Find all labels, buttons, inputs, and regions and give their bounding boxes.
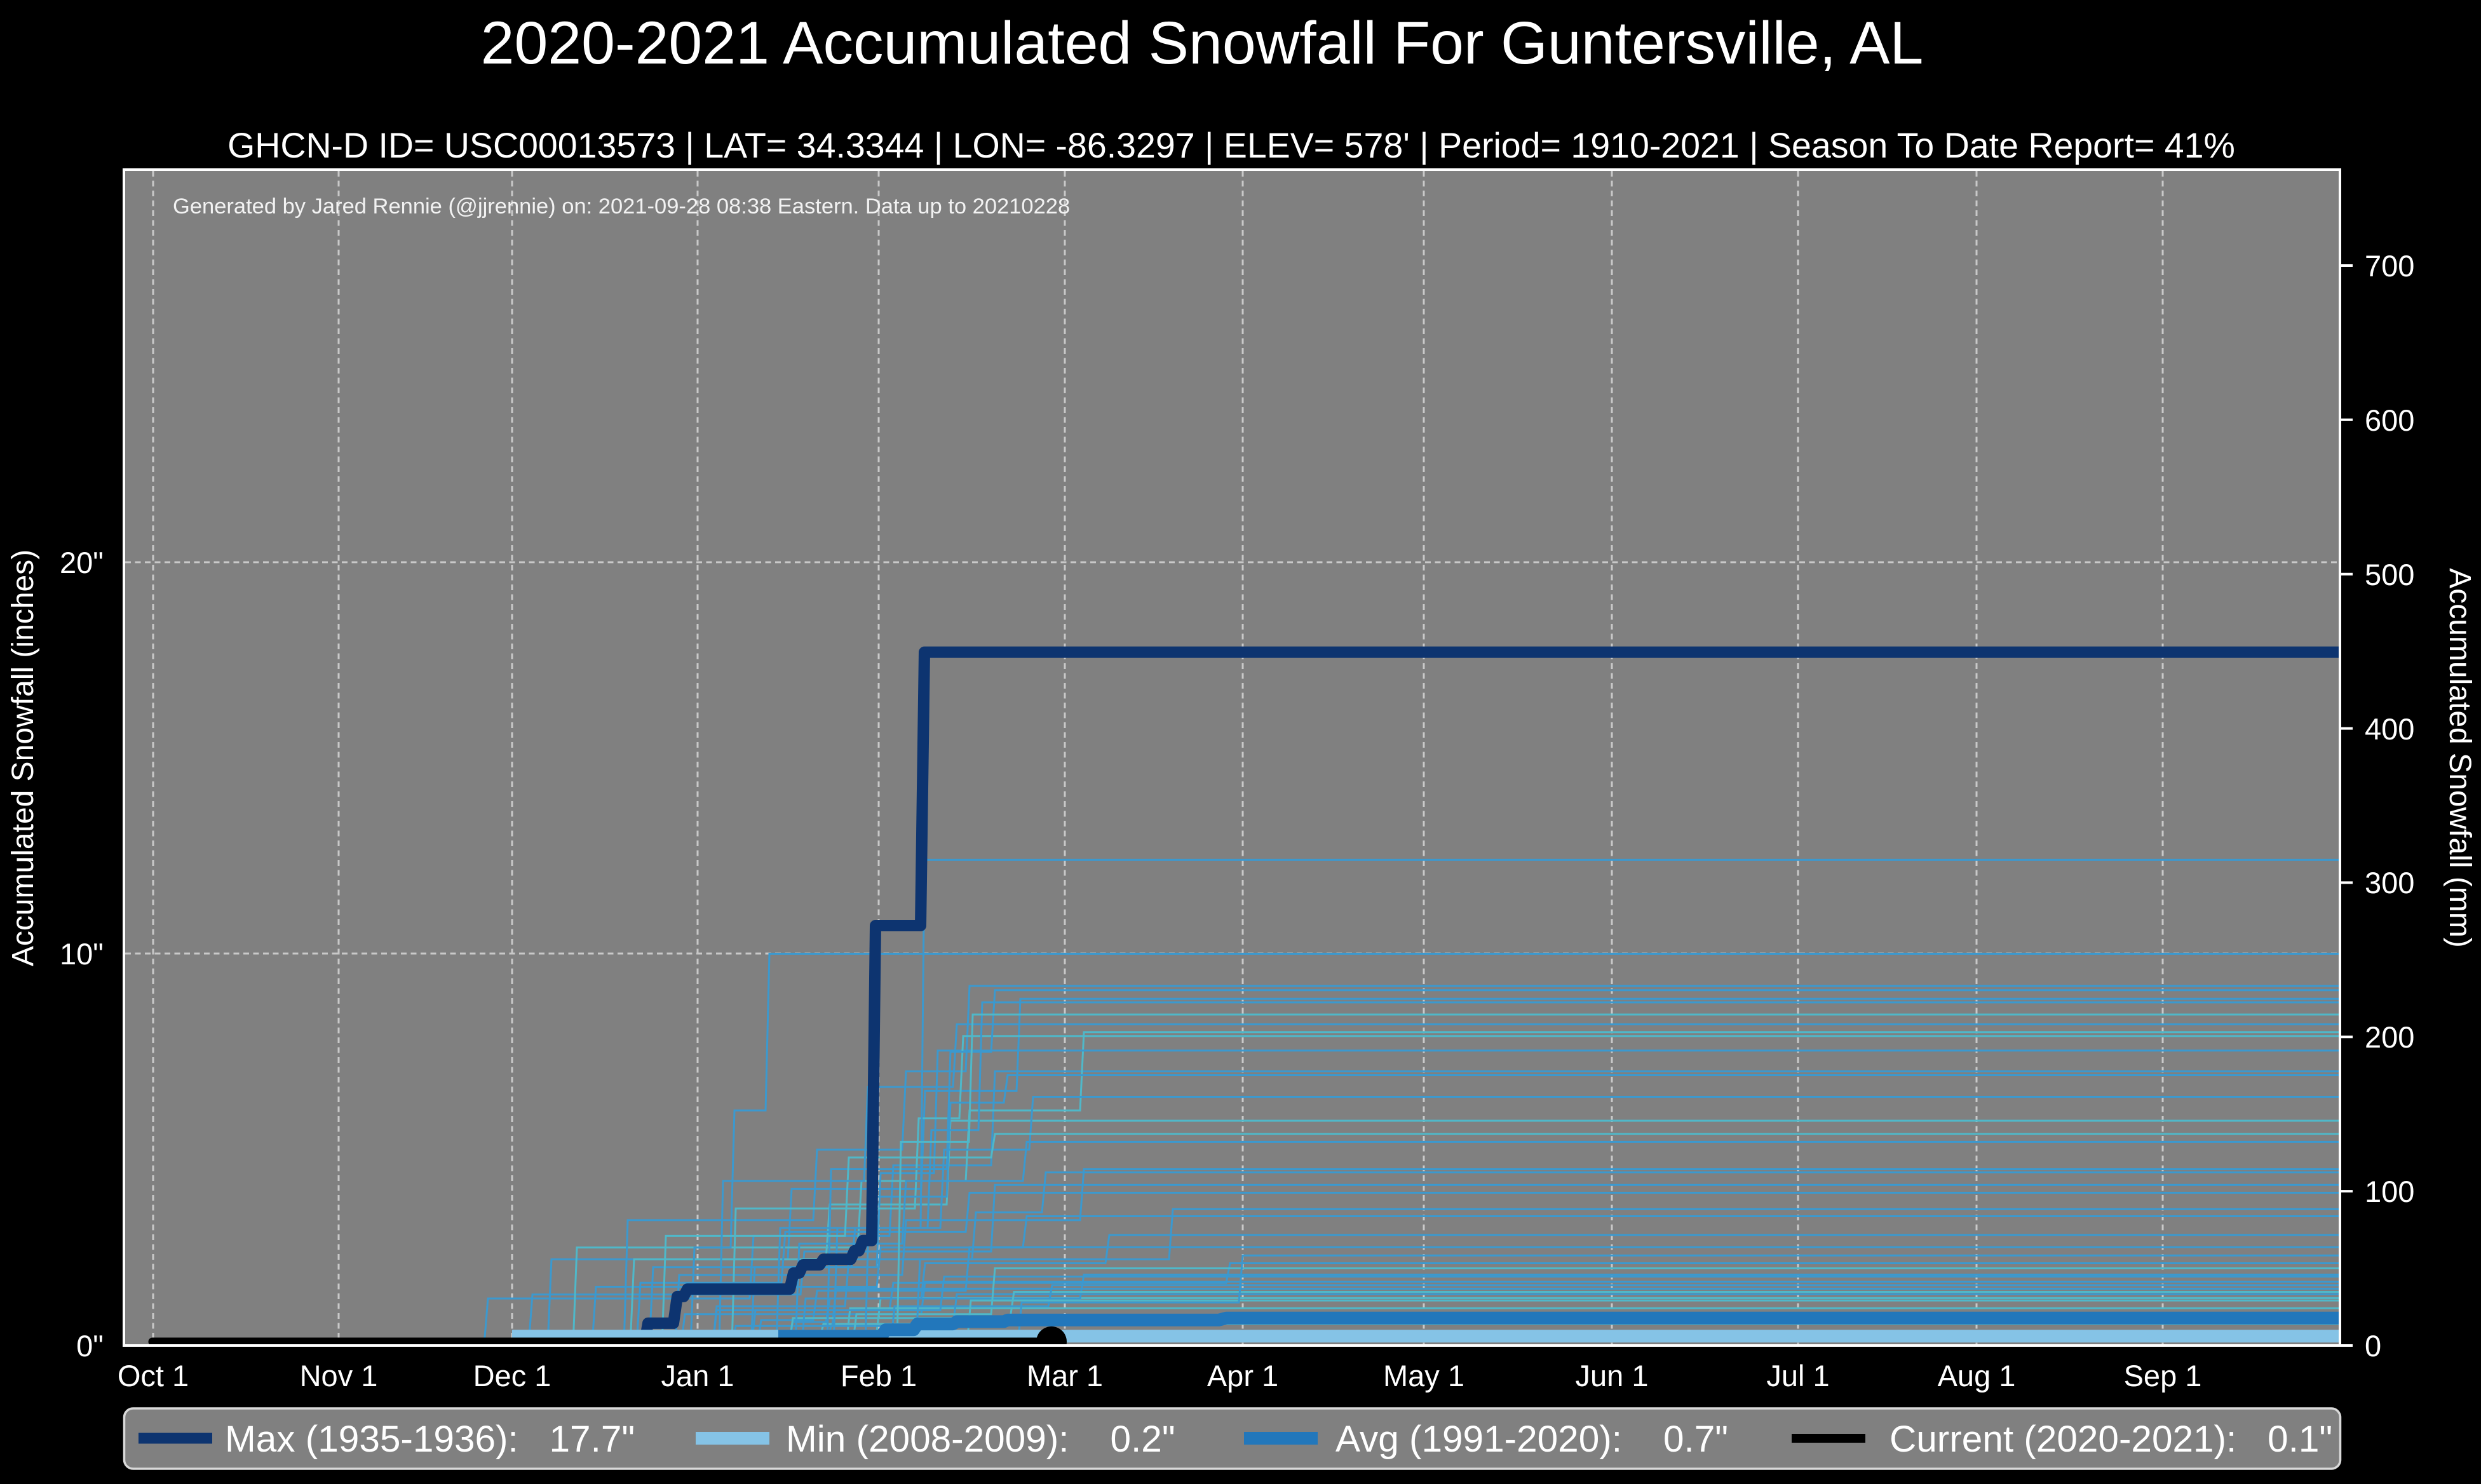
svg-text:100: 100 bbox=[2365, 1175, 2414, 1208]
svg-text:Jan 1: Jan 1 bbox=[661, 1359, 734, 1393]
svg-text:Min (2008-2009): 0.2": Min (2008-2009): 0.2" bbox=[786, 1419, 1175, 1460]
svg-text:Accumulated Snowfall (inches): Accumulated Snowfall (inches) bbox=[6, 550, 40, 966]
svg-text:0": 0" bbox=[76, 1329, 104, 1363]
svg-text:Jun 1: Jun 1 bbox=[1576, 1359, 1649, 1393]
svg-text:Apr 1: Apr 1 bbox=[1207, 1359, 1278, 1393]
svg-text:Dec 1: Dec 1 bbox=[473, 1359, 551, 1393]
svg-text:Max (1935-1936): 17.7": Max (1935-1936): 17.7" bbox=[225, 1419, 635, 1460]
svg-text:300: 300 bbox=[2365, 866, 2414, 900]
svg-text:20": 20" bbox=[60, 546, 104, 579]
svg-text:600: 600 bbox=[2365, 403, 2414, 437]
svg-text:Accumulated Snowfall (mm): Accumulated Snowfall (mm) bbox=[2443, 568, 2477, 948]
svg-text:500: 500 bbox=[2365, 558, 2414, 591]
svg-text:0: 0 bbox=[2365, 1329, 2381, 1363]
svg-text:Aug 1: Aug 1 bbox=[1938, 1359, 2016, 1393]
svg-text:Sep 1: Sep 1 bbox=[2124, 1359, 2202, 1393]
svg-text:Jul 1: Jul 1 bbox=[1766, 1359, 1829, 1393]
svg-text:Oct 1: Oct 1 bbox=[118, 1359, 189, 1393]
svg-text:400: 400 bbox=[2365, 712, 2414, 746]
svg-text:10": 10" bbox=[60, 937, 104, 971]
svg-text:Current (2020-2021): 0.1": Current (2020-2021): 0.1" bbox=[1889, 1419, 2332, 1460]
svg-text:Nov 1: Nov 1 bbox=[300, 1359, 378, 1393]
svg-text:200: 200 bbox=[2365, 1020, 2414, 1054]
svg-text:Feb 1: Feb 1 bbox=[841, 1359, 917, 1393]
svg-text:Mar 1: Mar 1 bbox=[1027, 1359, 1103, 1393]
svg-text:Generated by Jared Rennie (@jj: Generated by Jared Rennie (@jjrennie) on… bbox=[173, 194, 1070, 219]
svg-text:May 1: May 1 bbox=[1383, 1359, 1464, 1393]
svg-text:2020-2021 Accumulated Snowfall: 2020-2021 Accumulated Snowfall For Gunte… bbox=[481, 10, 1924, 77]
svg-text:700: 700 bbox=[2365, 249, 2414, 283]
svg-text:GHCN-D ID= USC00013573 | LAT=: GHCN-D ID= USC00013573 | LAT= 34.3344 | … bbox=[227, 126, 2235, 165]
svg-text:Avg (1991-2020): 0.7": Avg (1991-2020): 0.7" bbox=[1335, 1419, 1728, 1460]
